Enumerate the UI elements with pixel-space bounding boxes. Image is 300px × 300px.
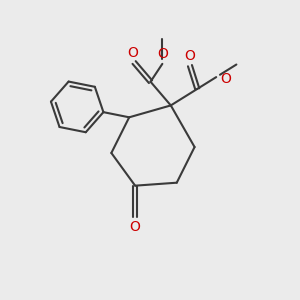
Text: O: O (130, 220, 141, 234)
Text: O: O (184, 49, 195, 63)
Text: O: O (221, 72, 232, 86)
Text: O: O (127, 46, 138, 60)
Text: O: O (157, 47, 168, 61)
